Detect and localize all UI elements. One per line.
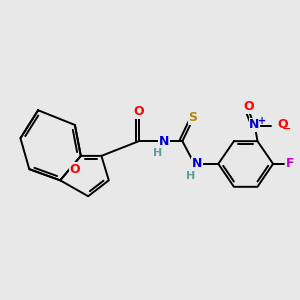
Text: O: O <box>243 100 254 113</box>
Text: N: N <box>192 157 202 170</box>
Text: O: O <box>70 163 80 176</box>
Text: N: N <box>249 118 260 131</box>
Text: O: O <box>134 105 144 118</box>
Text: H: H <box>186 171 195 181</box>
Text: N: N <box>159 135 169 148</box>
Text: S: S <box>188 111 197 124</box>
Text: F: F <box>285 157 294 170</box>
Text: O: O <box>277 118 288 131</box>
Text: +: + <box>258 116 266 126</box>
Text: −: − <box>282 124 292 134</box>
Text: H: H <box>153 148 162 158</box>
